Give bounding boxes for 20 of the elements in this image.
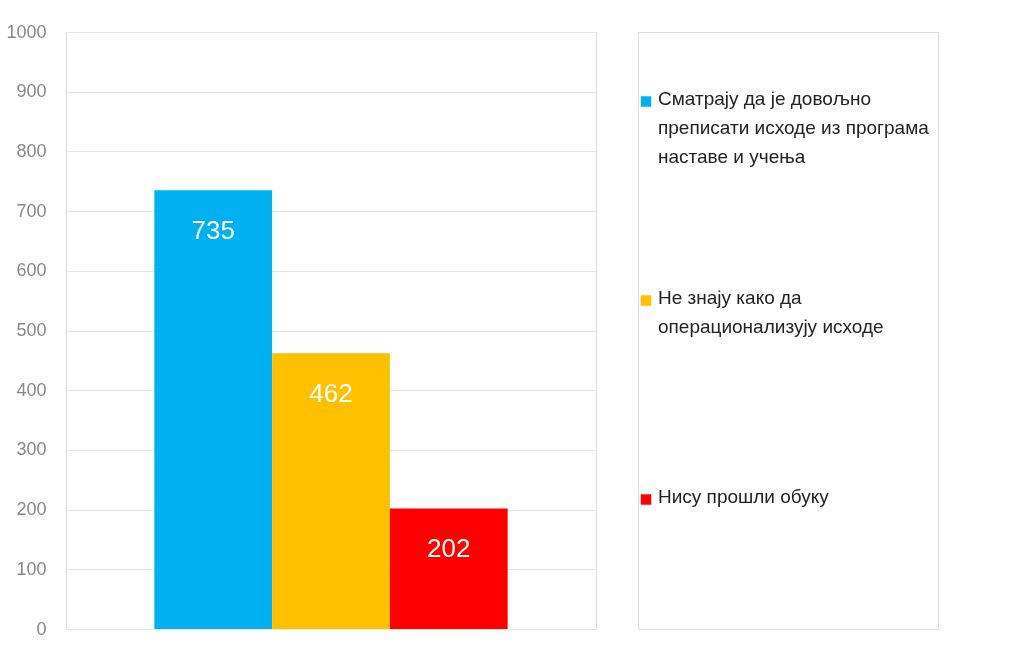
legend-label: Сматрају да је довољно преписати исходе из програма наставе и учења [658, 87, 930, 167]
y-tick-label: 700 [16, 200, 47, 221]
bar [272, 353, 390, 629]
bar [154, 190, 273, 629]
bar [389, 508, 508, 629]
legend-label: Нису прошли обуку [658, 485, 830, 507]
y-tick-label: 900 [16, 81, 47, 102]
data-label: 735 [191, 215, 235, 246]
data-label: 462 [309, 378, 353, 409]
y-tick-label: 300 [16, 439, 47, 460]
y-tick-label: 0 [36, 618, 47, 639]
y-tick-label: 800 [16, 140, 47, 161]
y-tick-label: 200 [16, 499, 47, 520]
legend-label: Не знају како да операционализују исходе [658, 286, 884, 337]
y-tick-label: 600 [16, 260, 47, 281]
y-tick-label: 500 [16, 320, 47, 340]
y-tick-label: 1000 [6, 21, 47, 42]
y-tick-label: 400 [16, 379, 47, 400]
data-label: 202 [427, 533, 471, 564]
y-tick-label: 100 [16, 558, 47, 579]
